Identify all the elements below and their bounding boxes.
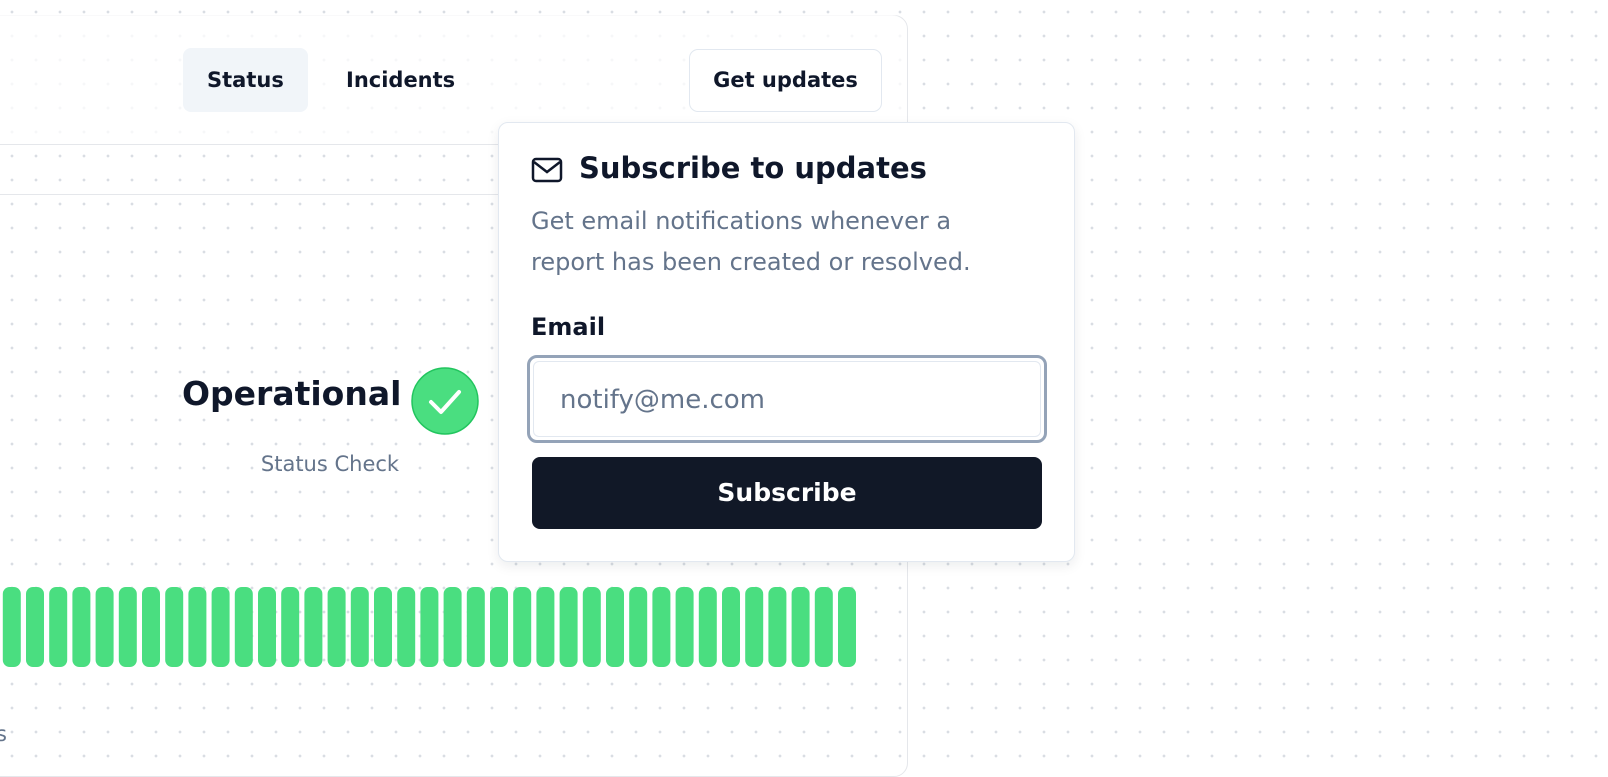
popover-description: Get email notifications whenever a repor… [531, 207, 971, 276]
uptime-bar [791, 587, 810, 667]
uptime-bar [722, 587, 740, 667]
uptime-bar [420, 587, 439, 667]
uptime-bar [327, 587, 346, 667]
popover-title: Subscribe to updates [579, 151, 927, 185]
uptime-bar [95, 587, 114, 667]
uptime-bar [72, 587, 91, 667]
uptime-bar [536, 587, 555, 667]
email-placeholder: notify@me.com [533, 361, 1041, 437]
email-input[interactable]: notify@me.com [527, 355, 1047, 443]
footer-text: s [0, 722, 7, 746]
uptime-bar [142, 587, 160, 667]
email-label: Email [531, 313, 606, 341]
nav-status[interactable]: Status [183, 48, 308, 112]
mail-icon [531, 157, 563, 183]
uptime-bar [211, 587, 230, 667]
uptime-bars [2, 587, 856, 667]
uptime-bar [698, 587, 717, 667]
uptime-bar [350, 587, 369, 667]
uptime-bar [606, 587, 624, 667]
uptime-bar [745, 587, 764, 667]
nav-incidents[interactable]: Incidents [346, 68, 456, 92]
uptime-bar [490, 587, 508, 667]
get-updates-button[interactable]: Get updates [689, 49, 882, 112]
uptime-bar [2, 587, 21, 667]
uptime-bar [582, 587, 601, 667]
uptime-bar [234, 587, 253, 667]
uptime-bar [397, 587, 416, 667]
uptime-bar [675, 587, 694, 667]
uptime-bar [281, 587, 300, 667]
uptime-bar [559, 587, 578, 667]
uptime-bar [814, 587, 833, 667]
uptime-bar [165, 587, 184, 667]
divider [0, 194, 908, 195]
uptime-bar [118, 587, 137, 667]
uptime-bar [49, 587, 68, 667]
uptime-bar [374, 587, 392, 667]
uptime-bar [466, 587, 485, 667]
subscribe-button[interactable]: Subscribe [532, 457, 1042, 529]
uptime-bar [513, 587, 532, 667]
uptime-bar [26, 587, 44, 667]
uptime-bar [629, 587, 648, 667]
uptime-bar [443, 587, 462, 667]
uptime-bar [258, 587, 276, 667]
uptime-bar [188, 587, 207, 667]
status-icon [411, 367, 479, 435]
uptime-bar [838, 587, 856, 667]
status-caption: Status Check [260, 452, 400, 476]
uptime-bar [652, 587, 671, 667]
uptime-bar [304, 587, 323, 667]
status-label: Operational [182, 374, 402, 413]
subscribe-popover: Subscribe to updates Get email notificat… [498, 122, 1075, 562]
uptime-bar [768, 587, 787, 667]
